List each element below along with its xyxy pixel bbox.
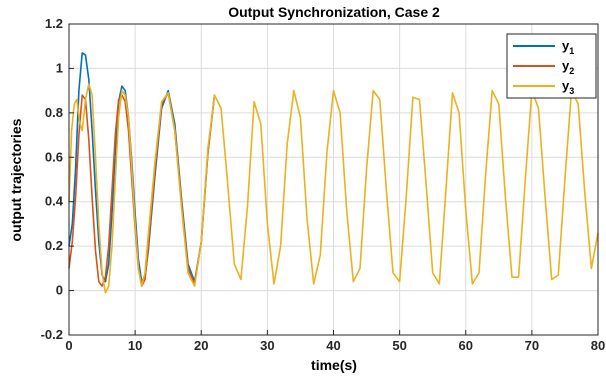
x-tick-label: 60: [459, 338, 473, 353]
legend-label-subscript: 3: [569, 86, 574, 96]
legend-label-main: y: [562, 58, 570, 73]
series-layer: [68, 52, 599, 294]
legend-label-y1: y1: [562, 38, 574, 56]
legend-label-main: y: [562, 78, 570, 93]
x-tick-label: 30: [260, 338, 274, 353]
x-tick-label: 40: [326, 338, 340, 353]
x-tick-label: 50: [392, 338, 406, 353]
y-tick-label: 0.6: [45, 149, 63, 164]
x-tick-label: 80: [591, 338, 605, 353]
y-tick-label: 0: [56, 283, 63, 298]
legend-label-main: y: [562, 38, 570, 53]
series-line-y3: [68, 83, 599, 294]
legend-label-subscript: 2: [569, 66, 574, 76]
chart-title: Output Synchronization, Case 2: [228, 4, 440, 20]
legend-label-subscript: 1: [569, 46, 574, 56]
x-tick-label: 70: [525, 338, 539, 353]
y-tick-label: 0.4: [45, 194, 64, 209]
y-tick-label: 0.8: [45, 105, 63, 120]
legend-label-y3: y3: [562, 78, 574, 96]
y-tick-label: 0.2: [45, 238, 63, 253]
y-tick-label: -0.2: [41, 327, 63, 342]
x-tick-label: 10: [128, 338, 142, 353]
x-tick-label: 20: [194, 338, 208, 353]
y-tick-label: 1: [56, 60, 63, 75]
y-axis-label: output trajectories: [8, 118, 24, 241]
legend-label-y2: y2: [562, 58, 574, 76]
x-tick-label: 0: [65, 338, 72, 353]
x-axis-label: time(s): [311, 357, 357, 373]
axis-ticks: 0 10 20 30 40 50 60 70 80-0.200.20.40.60.811.2: [41, 16, 606, 353]
y-tick-label: 1.2: [45, 16, 63, 31]
